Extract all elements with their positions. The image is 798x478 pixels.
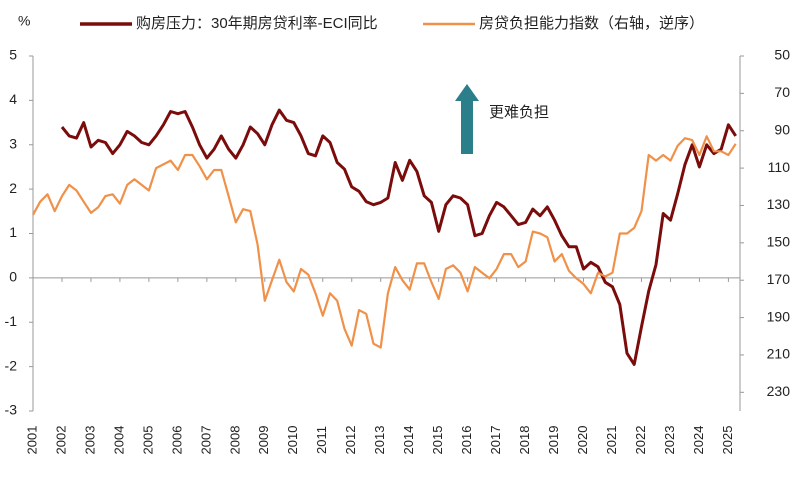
x-tick-label: 2012 xyxy=(343,426,358,455)
y-tick-label: 4 xyxy=(9,91,17,107)
legend-label: 购房压力：30年期房贷利率-ECI同比 xyxy=(136,15,378,32)
x-tick-label: 2009 xyxy=(256,426,271,455)
y-tick-label: 5 xyxy=(9,47,17,63)
y-tick-label: 2 xyxy=(9,180,17,196)
x-tick-label: 2011 xyxy=(314,426,329,454)
y2-tick-label: 70 xyxy=(774,84,790,100)
series-line xyxy=(32,135,737,349)
y2-tick-label: 90 xyxy=(774,121,790,137)
annotation: 更难负担 xyxy=(489,104,549,121)
x-tick-label: 2021 xyxy=(604,426,619,455)
y2-tick-label: 170 xyxy=(767,271,791,287)
x-tick-label: 2014 xyxy=(401,426,416,455)
x-tick-label: 2025 xyxy=(720,426,735,455)
y2-tick-label: 150 xyxy=(767,234,791,250)
x-tick-label: 2017 xyxy=(488,426,503,455)
x-tick-label: 2018 xyxy=(517,426,532,455)
y-tick-label: 1 xyxy=(9,224,17,240)
y2-tick-label: 190 xyxy=(767,308,791,324)
x-tick-label: 2003 xyxy=(82,426,97,455)
y-tick-label: 3 xyxy=(9,135,17,151)
x-tick-label: 2010 xyxy=(285,426,300,455)
y2-tick-label: 130 xyxy=(767,196,791,212)
x-tick-label: 2019 xyxy=(546,426,561,455)
x-tick-label: 2016 xyxy=(459,426,474,455)
y2-tick-label: 110 xyxy=(768,159,791,175)
x-tick-label: 2023 xyxy=(662,426,677,455)
x-tick-label: 2022 xyxy=(633,426,648,455)
y-tick-label: -1 xyxy=(5,313,18,329)
legend-label: 房贷负担能力指数（右轴，逆序） xyxy=(479,15,704,32)
y-tick-label: -2 xyxy=(5,357,18,373)
x-tick-label: 2002 xyxy=(53,426,68,455)
x-tick-label: 2005 xyxy=(140,426,155,455)
y-tick-label: -3 xyxy=(5,402,18,418)
annotation-arrow xyxy=(455,84,479,154)
y2-tick-label: 50 xyxy=(774,47,790,63)
y2-tick-label: 230 xyxy=(767,383,791,399)
y-tick-label: 0 xyxy=(9,269,17,285)
y-unit: % xyxy=(18,13,30,29)
x-tick-label: 2015 xyxy=(430,426,445,455)
x-tick-label: 2008 xyxy=(227,426,242,455)
x-tick-label: 2013 xyxy=(372,426,387,455)
y2-tick-label: 210 xyxy=(767,346,791,362)
x-tick-label: 2007 xyxy=(198,426,213,455)
x-tick-label: 2004 xyxy=(111,426,126,455)
series-line xyxy=(60,108,737,366)
x-tick-label: 2001 xyxy=(24,426,39,455)
x-tick-label: 2006 xyxy=(169,426,184,455)
x-tick-label: 2020 xyxy=(575,426,590,455)
x-tick-label: 2024 xyxy=(691,426,706,455)
